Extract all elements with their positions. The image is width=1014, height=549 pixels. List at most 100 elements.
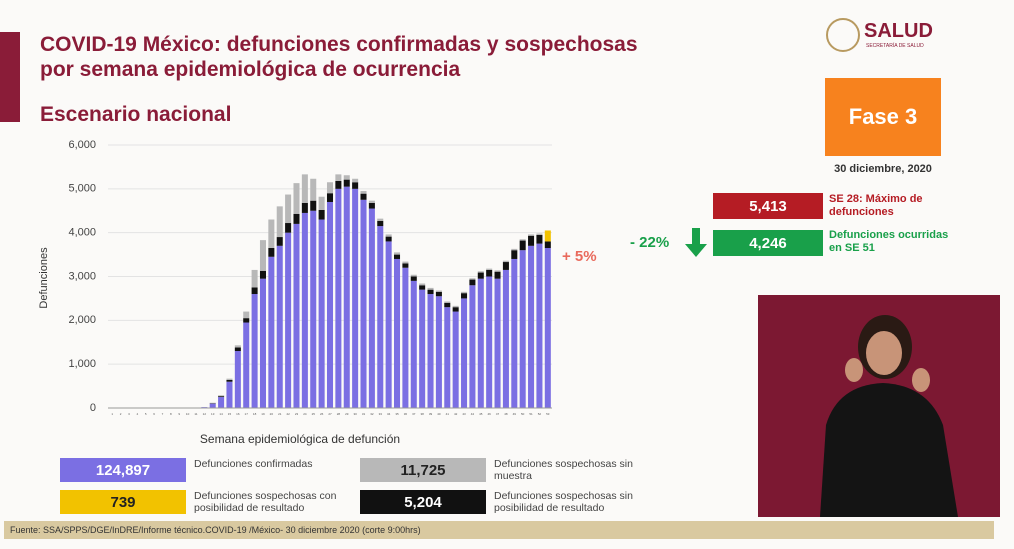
bar-segment: [461, 298, 468, 408]
bar-segment: [285, 232, 292, 408]
x-tick-label: 10: [186, 412, 190, 416]
bar-segment: [410, 274, 417, 277]
bar-segment: [494, 270, 501, 272]
bar-segment: [486, 268, 493, 270]
x-tick-label: 18: [253, 412, 257, 416]
max-box: 5,413: [713, 193, 823, 219]
bar-segment: [394, 252, 401, 255]
x-tick-label: 48: [504, 412, 508, 416]
bar-segment: [360, 199, 367, 408]
bar-segment: [226, 378, 233, 380]
bar-segment: [452, 305, 459, 308]
bar-segment: [310, 200, 317, 211]
bar-segment: [394, 254, 401, 259]
logo-emblem: [826, 18, 860, 52]
bar-segment: [234, 347, 241, 352]
x-tick-label: 3: [128, 412, 130, 416]
bar-segment: [343, 179, 350, 187]
x-tick-label: 40: [437, 412, 441, 416]
bar-segment: [486, 269, 493, 277]
bar-segment: [276, 237, 283, 246]
bar-segment: [385, 241, 392, 408]
x-tick-label: 29: [345, 412, 349, 416]
bar-segment: [301, 212, 308, 408]
x-tick-label: 25: [312, 412, 316, 416]
x-tick-label: 46: [487, 412, 491, 416]
bar-segment: [536, 234, 543, 244]
x-tick-label: 44: [471, 412, 475, 416]
bar-segment: [343, 175, 350, 180]
current-box: 4,246: [713, 230, 823, 256]
bar-segment: [293, 223, 300, 408]
y-tick-label: 1,000: [68, 358, 96, 370]
bar-segment: [435, 290, 442, 292]
y-axis-title: Defunciones: [38, 247, 50, 309]
bar-segment: [226, 379, 233, 382]
subtitle: Escenario nacional: [40, 103, 232, 126]
x-tick-label: 50: [521, 412, 525, 416]
bar-segment: [410, 280, 417, 408]
bar-segment: [377, 220, 384, 227]
x-tick-label: 8: [170, 412, 172, 416]
bar-segment: [519, 250, 526, 408]
bar-segment: [268, 256, 275, 408]
date: 30 diciembre, 2020: [834, 163, 932, 175]
x-tick-label: 19: [261, 412, 265, 416]
bar-segment: [360, 193, 367, 200]
x-tick-label: 32: [370, 412, 374, 416]
legend-label: Defunciones sospechosas sin muestra: [494, 458, 633, 482]
bar-segment: [285, 194, 292, 224]
legend-total: 11,725: [360, 458, 486, 482]
bar-segment: [368, 202, 375, 209]
bar-segment: [234, 351, 241, 408]
bar-segment: [477, 272, 484, 279]
bar-segment: [402, 261, 409, 264]
bar-segment: [494, 271, 501, 279]
bar-segment: [377, 218, 384, 221]
x-tick-label: 51: [529, 412, 533, 416]
bar-segment: [243, 311, 250, 319]
bar-segment: [234, 345, 241, 348]
bar-segment: [402, 267, 409, 408]
x-tick-label: 53: [546, 412, 550, 416]
bar-segment: [444, 301, 451, 303]
bar-segment: [385, 234, 392, 237]
bar-segment: [259, 270, 266, 279]
x-tick-label: 4: [136, 412, 138, 416]
legend-total: 124,897: [60, 458, 186, 482]
source: Fuente: SSA/SPPS/DGE/InDRE/Informe técni…: [4, 521, 994, 539]
logo: SALUD: [864, 20, 933, 42]
x-tick-label: 13: [211, 412, 215, 416]
bar-segment: [519, 240, 526, 251]
bar-segment: [444, 302, 451, 308]
bar-segment: [444, 307, 451, 408]
x-axis-title: Semana epidemiológica de defunción: [200, 432, 400, 446]
x-tick-label: 15: [228, 412, 232, 416]
bar-segment: [251, 287, 258, 295]
bar-segment: [293, 183, 300, 214]
y-tick-label: 5,000: [68, 183, 96, 195]
x-tick-label: 52: [538, 412, 542, 416]
bar-segment: [218, 395, 225, 397]
x-tick-label: 7: [162, 412, 164, 416]
chart: Semana epidemiológica de defunción Defun…: [38, 139, 597, 446]
bar-segment: [502, 262, 509, 270]
x-tick-label: 20: [270, 412, 274, 416]
bar-segment: [310, 210, 317, 408]
x-tick-label: 22: [286, 412, 290, 416]
bar-segment: [544, 241, 551, 249]
title-line: por semana epidemiológica de ocurrencia: [40, 58, 461, 81]
legend-total: 739: [60, 490, 186, 514]
bar-segment: [528, 235, 535, 246]
change: - 22%: [630, 234, 670, 251]
x-tick-label: 26: [320, 412, 324, 416]
bar-segment: [528, 234, 535, 236]
bar-segment: [243, 318, 250, 323]
bar-segment: [360, 191, 367, 194]
bar-segment: [519, 239, 526, 241]
x-tick-label: 47: [496, 412, 500, 416]
bar-segment: [377, 226, 384, 408]
phase-box: Fase 3: [825, 78, 941, 156]
x-tick-label: 28: [337, 412, 341, 416]
bar-segment: [243, 322, 250, 408]
